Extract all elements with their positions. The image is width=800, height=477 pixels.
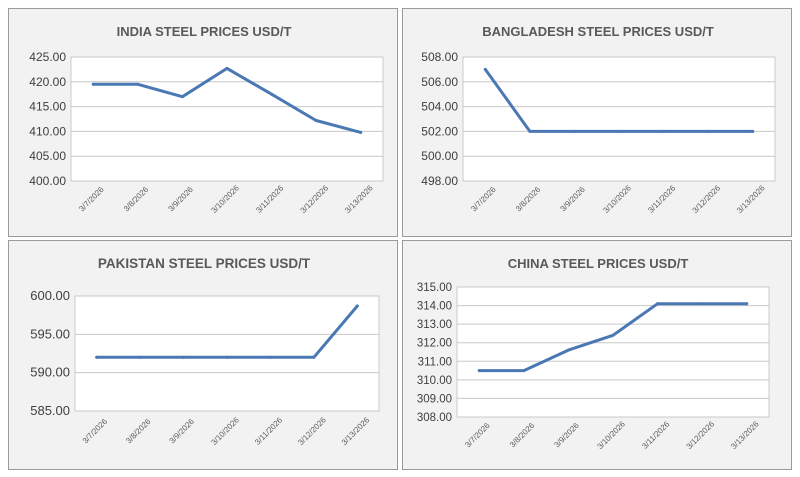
bangladesh-data-point: [751, 129, 755, 133]
bangladesh-x-tick-label: 3/8/2026: [514, 185, 543, 214]
india-data-point: [359, 130, 363, 134]
india-y-tick-label: 425.00: [29, 50, 66, 64]
india-x-tick-label: 3/11/2026: [254, 183, 285, 214]
china-x-tick-label: 3/11/2026: [640, 419, 671, 450]
bangladesh-data-point: [483, 67, 487, 71]
china-chart-panel: CHINA STEEL PRICES USD/T 308.00 309.00 310.…: [402, 240, 792, 470]
bangladesh-y-tick-label: 508.00: [421, 50, 458, 64]
china-data-point: [611, 333, 615, 337]
china-y-tick-label: 314.00: [417, 301, 452, 313]
india-y-tick-label: 410.00: [29, 124, 66, 138]
bangladesh-data-point: [662, 129, 666, 133]
pakistan-y-tick-label: 595.00: [30, 326, 70, 341]
pakistan-x-tick-label: 3/9/2026: [168, 417, 197, 446]
china-y-tick-label: 308.00: [417, 412, 452, 424]
india-data-point: [314, 118, 318, 122]
china-data-point: [745, 302, 749, 306]
bangladesh-y-tick-label: 498.00: [421, 174, 458, 188]
pakistan-x-tick-label: 3/12/2026: [296, 415, 328, 447]
pakistan-data-point: [312, 355, 316, 359]
china-data-point: [522, 369, 526, 373]
india-x-tick-label: 3/9/2026: [166, 185, 195, 214]
china-y-tick-label: 313.00: [417, 319, 452, 331]
bangladesh-y-tick-label: 506.00: [421, 75, 458, 89]
bangladesh-chart: BANGLADESH STEEL PRICES USD/T 498.00 500.0…: [421, 24, 776, 215]
bangladesh-y-tick-label: 502.00: [421, 124, 458, 138]
india-chart-title: INDIA STEEL PRICES USD/T: [117, 24, 292, 39]
india-x-tick-label: 3/7/2026: [77, 185, 106, 214]
china-chart-title: CHINA STEEL PRICES USD/T: [508, 256, 689, 271]
bangladesh-x-tick-label: 3/13/2026: [735, 183, 767, 215]
bangladesh-x-tick-label: 3/9/2026: [558, 185, 587, 214]
bangladesh-y-tick-label: 500.00: [421, 149, 458, 163]
bangladesh-data-point: [706, 129, 710, 133]
china-y-tick-label: 310.00: [417, 375, 452, 387]
india-y-tick-label: 400.00: [29, 174, 66, 188]
bangladesh-plot-area: [462, 56, 776, 182]
china-y-tick-label: 309.00: [417, 393, 452, 405]
pakistan-x-tick-label: 3/13/2026: [340, 415, 372, 447]
india-data-point: [225, 66, 229, 70]
india-y-tick-label: 420.00: [29, 75, 66, 89]
bangladesh-x-tick-label: 3/12/2026: [691, 183, 723, 215]
india-x-tick-label: 3/13/2026: [343, 183, 375, 215]
bangladesh-x-tick-label: 3/7/2026: [469, 185, 498, 214]
china-data-point: [700, 302, 704, 306]
bangladesh-data-point: [572, 129, 576, 133]
pakistan-data-point: [138, 355, 142, 359]
bangladesh-chart-title: BANGLADESH STEEL PRICES USD/T: [482, 24, 714, 39]
bangladesh-chart-panel: BANGLADESH STEEL PRICES USD/T 498.00 500.0…: [402, 8, 792, 237]
india-y-tick-label: 415.00: [29, 100, 66, 114]
pakistan-data-point: [95, 355, 99, 359]
india-chart-panel: INDIA STEEL PRICES USD/T 400.00 405.00 410.…: [8, 8, 398, 237]
bangladesh-data-point: [528, 129, 532, 133]
china-x-tick-label: 3/8/2026: [508, 421, 537, 450]
bangladesh-data-point: [617, 129, 621, 133]
pakistan-y-tick-label: 585.00: [30, 403, 70, 418]
pakistan-y-tick-label: 600.00: [30, 288, 70, 303]
bangladesh-y-tick-label: 504.00: [421, 100, 458, 114]
pakistan-y-tick-label: 590.00: [30, 365, 70, 380]
china-x-tick-label: 3/10/2026: [595, 419, 627, 451]
china-x-tick-label: 3/9/2026: [552, 421, 581, 450]
bangladesh-x-tick-label: 3/11/2026: [646, 183, 677, 214]
india-x-tick-label: 3/12/2026: [299, 183, 331, 215]
pakistan-chart-title: PAKISTAN STEEL PRICES USD/T: [98, 256, 311, 271]
india-data-point: [180, 95, 184, 99]
pakistan-x-tick-label: 3/7/2026: [81, 417, 110, 446]
india-x-tick-label: 3/8/2026: [122, 185, 151, 214]
pakistan-data-point: [182, 355, 186, 359]
china-plot-area: [456, 286, 770, 418]
pakistan-x-tick-label: 3/10/2026: [209, 415, 241, 447]
china-chart: CHINA STEEL PRICES USD/T 308.00 309.00 310.…: [417, 256, 770, 451]
pakistan-data-point: [268, 355, 272, 359]
india-chart: INDIA STEEL PRICES USD/T 400.00 405.00 410.…: [29, 24, 384, 215]
india-data-point: [136, 82, 140, 86]
china-y-tick-label: 315.00: [417, 282, 452, 294]
bangladesh-x-tick-label: 3/10/2026: [601, 183, 633, 215]
china-y-tick-label: 312.00: [417, 338, 452, 350]
china-x-tick-label: 3/13/2026: [729, 419, 761, 451]
china-x-tick-label: 3/7/2026: [463, 421, 492, 450]
pakistan-x-tick-label: 3/11/2026: [253, 415, 284, 446]
china-data-point: [477, 369, 481, 373]
china-data-point: [656, 302, 660, 306]
india-data-point: [270, 92, 274, 96]
china-y-tick-label: 311.00: [418, 356, 452, 368]
india-x-tick-label: 3/10/2026: [209, 183, 241, 215]
india-y-tick-label: 405.00: [29, 149, 66, 163]
pakistan-data-point: [225, 355, 229, 359]
china-x-tick-label: 3/12/2026: [685, 419, 717, 451]
pakistan-data-point: [355, 304, 359, 308]
india-data-point: [91, 82, 95, 86]
pakistan-chart: PAKISTAN STEEL PRICES USD/T 585.00 590.00 5…: [30, 256, 380, 447]
india-plot-area: [70, 56, 384, 182]
china-data-point: [566, 348, 570, 352]
pakistan-chart-panel: PAKISTAN STEEL PRICES USD/T 585.00 590.00 5…: [8, 240, 398, 470]
pakistan-plot-area: [74, 295, 380, 412]
pakistan-x-tick-label: 3/8/2026: [124, 417, 153, 446]
